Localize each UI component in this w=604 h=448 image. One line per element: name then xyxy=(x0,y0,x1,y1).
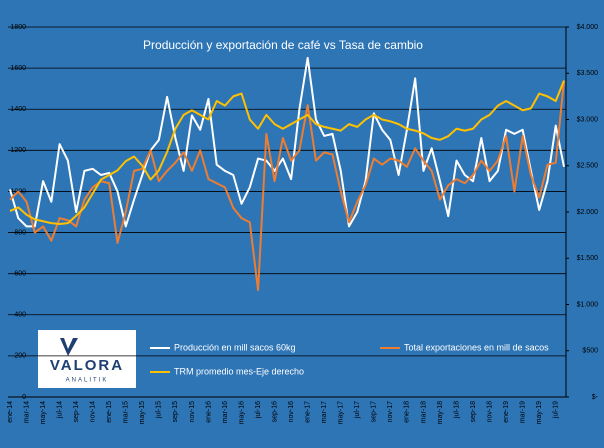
logo-mark xyxy=(60,338,78,356)
x-tick-label: may-17 xyxy=(338,401,345,424)
y2-tick-label: $1.500 xyxy=(577,255,599,262)
x-tick-label: nov-15 xyxy=(189,401,196,423)
logo-name: VALORA xyxy=(50,357,124,374)
x-tick-label: nov-16 xyxy=(288,401,295,423)
legend-label: Total exportaciones en mill de sacos xyxy=(404,342,549,352)
x-tick-label: sep-15 xyxy=(172,401,179,423)
y2-tick-label: $500 xyxy=(582,348,598,355)
x-tick-label: jul-17 xyxy=(354,401,361,419)
y2-tick-label: $- xyxy=(592,394,599,401)
x-tick-label: sep-17 xyxy=(371,401,378,423)
x-tick-label: ene-18 xyxy=(404,401,411,423)
x-tick-label: may-14 xyxy=(40,401,47,424)
x-tick-label: jul-19 xyxy=(553,401,560,419)
x-tick-label: nov-18 xyxy=(486,401,493,423)
x-tick-label: sep-14 xyxy=(73,401,80,423)
x-tick-label: may-19 xyxy=(536,401,543,424)
x-tick-label: ene-19 xyxy=(503,401,510,423)
x-tick-label: nov-17 xyxy=(387,401,394,423)
x-tick-label: jul-16 xyxy=(255,401,262,419)
x-tick-label: sep-16 xyxy=(271,401,278,423)
logo-box xyxy=(38,330,136,388)
y2-tick-label: $3.500 xyxy=(577,70,599,77)
x-tick-label: mar-17 xyxy=(321,401,328,423)
series-line xyxy=(9,56,565,228)
legend-label: Producción en mill sacos 60kg xyxy=(174,342,296,352)
x-tick-label: jul-15 xyxy=(156,401,163,419)
x-tick-label: nov-14 xyxy=(90,401,97,423)
x-tick-label: may-16 xyxy=(238,401,245,424)
series-line xyxy=(9,80,565,226)
y2-tick-label: $3.000 xyxy=(577,116,599,123)
x-tick-label: may-18 xyxy=(437,401,444,424)
chart-title: Producción y exportación de café vs Tasa… xyxy=(143,38,423,52)
x-tick-label: jul-14 xyxy=(56,401,63,419)
x-tick-label: ene-17 xyxy=(305,401,312,423)
x-tick-label: may-15 xyxy=(139,401,146,424)
x-tick-label: mar-14 xyxy=(23,401,30,423)
x-tick-label: jul-18 xyxy=(453,401,460,419)
y2-tick-label: $2.500 xyxy=(577,163,599,170)
x-tick-label: ene-16 xyxy=(205,401,212,423)
y2-tick-label: $2.000 xyxy=(577,209,599,216)
x-tick-label: sep-18 xyxy=(470,401,477,423)
series-line xyxy=(9,80,565,292)
x-tick-label: mar-19 xyxy=(520,401,527,423)
x-tick-label: mar-18 xyxy=(420,401,427,423)
x-tick-label: mar-16 xyxy=(222,401,229,423)
x-tick-label: mar-15 xyxy=(123,401,130,423)
legend-label: TRM promedio mes-Eje derecho xyxy=(174,366,304,376)
x-tick-label: ene-15 xyxy=(106,401,113,423)
y2-tick-label: $4.000 xyxy=(577,24,599,31)
y2-tick-label: $1.000 xyxy=(577,301,599,308)
logo-tagline: ANALITIK xyxy=(66,378,109,384)
x-tick-label: ene-14 xyxy=(7,401,14,423)
